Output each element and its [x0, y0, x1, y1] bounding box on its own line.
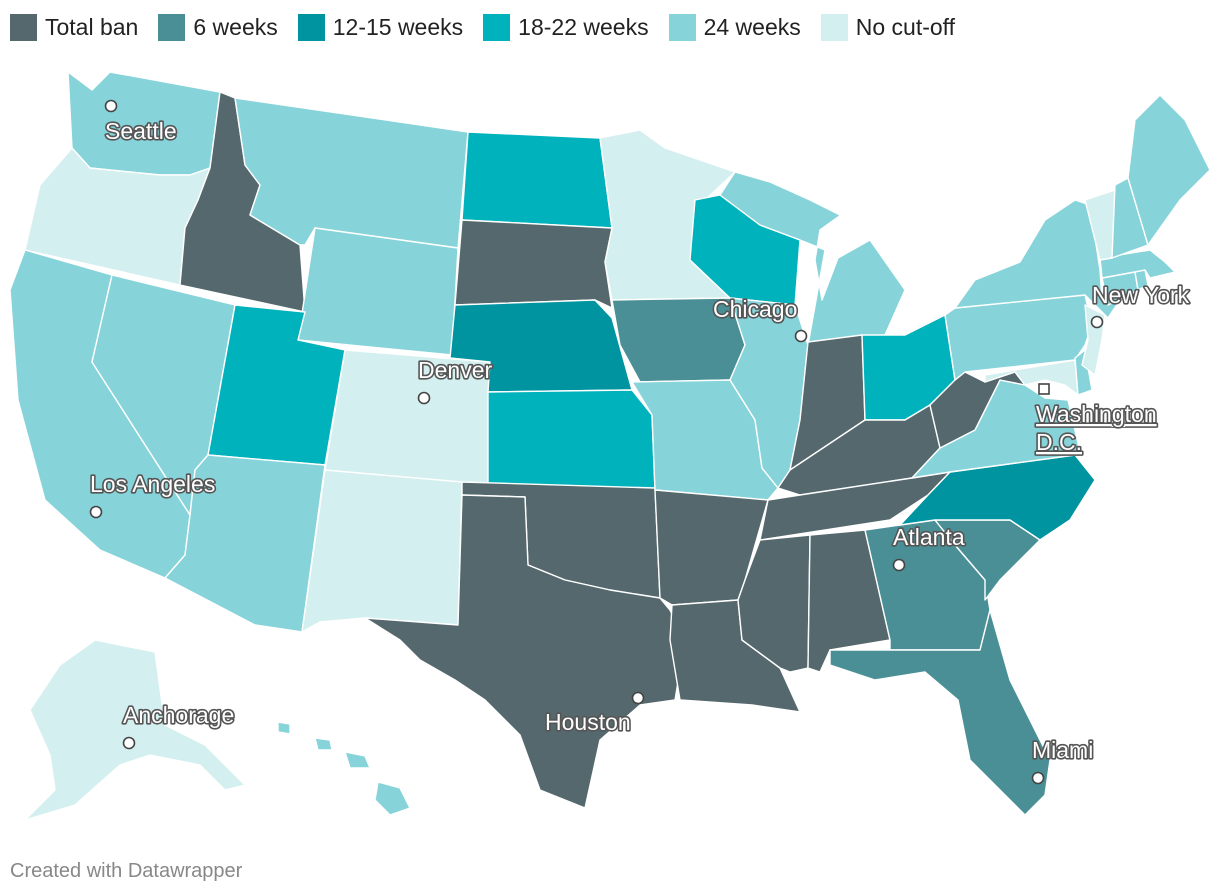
state-AK[interactable]	[24, 639, 246, 821]
city-marker-miami	[1031, 771, 1045, 785]
state-HI-oahu[interactable]	[314, 737, 333, 751]
city-washington-dc: Washington D.C.	[1034, 383, 1158, 457]
legend: Total ban 6 weeks 12-15 weeks 18-22 week…	[10, 10, 975, 44]
city-marker-chicago	[794, 329, 808, 343]
city-marker-denver	[417, 391, 431, 405]
city-label-seattle: Seattle	[105, 118, 177, 144]
state-KS[interactable]	[487, 389, 656, 491]
legend-swatch-18-22-weeks	[483, 13, 511, 41]
state-HI-maui[interactable]	[344, 751, 371, 769]
city-label-anchorage: Anchorage	[123, 702, 234, 728]
state-ME[interactable]	[1127, 94, 1211, 246]
city-seattle: Seattle	[103, 99, 178, 146]
state-DE[interactable]	[1074, 349, 1093, 396]
city-new-york: New York	[1090, 280, 1191, 329]
state-TX[interactable]	[364, 494, 686, 809]
legend-swatch-total-ban	[10, 13, 37, 41]
city-label-houston: Houston	[545, 709, 631, 735]
city-label-los-angeles: Los Angeles	[90, 471, 215, 497]
city-label-new-york: New York	[1092, 282, 1190, 308]
datawrapper-credit: Created with Datawrapper	[10, 860, 243, 882]
city-denver: Denver	[416, 355, 494, 405]
city-marker-houston	[631, 691, 645, 705]
us-map: Seattle Los Angeles Denver Chicago New Y…	[9, 71, 1211, 821]
legend-item-total-ban: Total ban	[10, 13, 139, 41]
state-NM[interactable]	[301, 469, 463, 633]
states-layer	[9, 71, 1211, 821]
city-marker-seattle	[104, 99, 118, 113]
legend-swatch-no-cut-off	[820, 13, 848, 41]
state-MA[interactable]	[1099, 249, 1176, 279]
legend-label-24-weeks: 24 weeks	[703, 13, 801, 40]
legend-label-no-cut-off: No cut-off	[855, 13, 956, 40]
city-label-denver: Denver	[418, 357, 492, 383]
cities-layer: Seattle Los Angeles Denver Chicago New Y…	[88, 99, 1191, 785]
city-marker-anchorage	[122, 736, 136, 750]
state-WY[interactable]	[297, 227, 459, 356]
legend-swatch-24-weeks	[668, 13, 696, 41]
state-FL[interactable]	[829, 609, 1051, 816]
state-MI[interactable]	[719, 171, 906, 346]
legend-item-6-weeks: 6 weeks	[158, 13, 278, 41]
city-chicago: Chicago	[711, 294, 808, 343]
state-SD[interactable]	[454, 219, 613, 309]
legend-item-18-22-weeks: 18-22 weeks	[483, 13, 649, 41]
city-los-angeles: Los Angeles	[88, 469, 217, 519]
city-houston: Houston	[543, 691, 645, 737]
legend-label-6-weeks: 6 weeks	[193, 13, 278, 40]
state-HI-big-island[interactable]	[374, 781, 411, 816]
city-atlanta: Atlanta	[891, 522, 966, 572]
city-label-miami: Miami	[1032, 737, 1093, 763]
state-MT[interactable]	[234, 97, 469, 249]
legend-swatch-12-15-weeks	[297, 13, 325, 41]
state-ND[interactable]	[461, 131, 613, 229]
state-HI-kauai[interactable]	[277, 721, 291, 735]
city-marker-los-angeles	[89, 505, 103, 519]
legend-item-12-15-weeks: 12-15 weeks	[297, 13, 464, 41]
legend-swatch-6-weeks	[158, 13, 186, 41]
city-anchorage: Anchorage	[121, 700, 236, 750]
legend-label-12-15-weeks: 12-15 weeks	[332, 13, 464, 40]
city-marker-washington-dc	[1038, 383, 1050, 395]
city-miami: Miami	[1030, 735, 1095, 785]
city-label-chicago: Chicago	[713, 296, 797, 322]
legend-label-total-ban: Total ban	[45, 13, 139, 40]
city-marker-atlanta	[892, 558, 906, 572]
city-label-atlanta: Atlanta	[893, 524, 965, 550]
legend-item-24-weeks: 24 weeks	[668, 13, 801, 41]
city-marker-new-york	[1090, 315, 1104, 329]
legend-item-no-cut-off: No cut-off	[820, 13, 956, 41]
legend-label-18-22-weeks: 18-22 weeks	[518, 13, 649, 40]
city-label-washington-dc: Washington D.C.	[1036, 401, 1157, 455]
